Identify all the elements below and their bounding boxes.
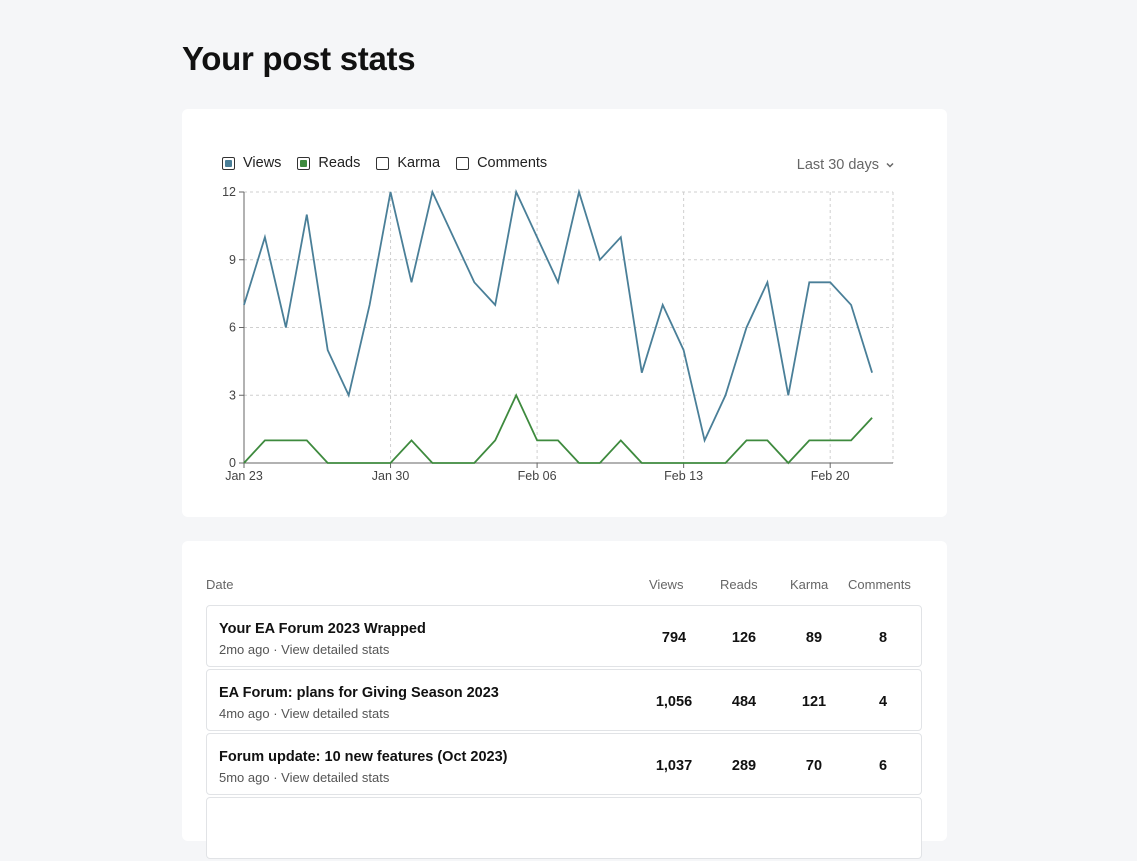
table-row[interactable]: Forum update: 10 new features (Oct 2023)… [206,733,922,795]
y-tick-label: 3 [229,388,236,402]
stats-chart-card: Views Reads Karma Comments Last 30 days … [182,109,947,517]
views-checkbox[interactable] [222,156,235,170]
x-tick-label: Feb 13 [664,469,703,483]
header-date[interactable]: Date [206,577,234,592]
table-header: Date Views Reads Karma Comments [206,577,923,595]
header-reads[interactable]: Reads [720,577,758,592]
date-range-label: Last 30 days [796,157,879,173]
header-views[interactable]: Views [649,577,684,592]
series-line-reads [243,393,873,465]
legend-label: Karma [397,155,441,171]
header-karma[interactable]: Karma [790,577,829,592]
series-line-views [243,188,873,444]
table-row[interactable]: EA Forum: plans for Giving Season 2023 4… [206,669,922,731]
post-age: 2mo ago [219,642,270,657]
y-tick-label: 9 [229,253,236,267]
view-detailed-stats-link[interactable]: View detailed stats [281,706,390,721]
table-row[interactable]: Your EA Forum 2023 Wrapped 2mo ago · Vie… [206,605,922,667]
x-tick-label: Feb 20 [811,469,850,483]
legend-toggle-views[interactable]: Views [222,155,281,171]
line-chart: 0 3 6 9 12 Jan 23 Jan 30 Feb 06 Feb 13 Feb 20 [222,185,894,483]
post-title[interactable]: EA Forum: plans for Giving Season 2023 [219,685,499,701]
table-row[interactable] [206,797,922,859]
page-title: Your post stats [182,40,416,77]
legend-label: Views [243,155,282,171]
reads-checkbox[interactable] [297,156,311,170]
reads-cell: 289 [731,758,757,774]
post-age: 5mo ago [219,770,270,785]
legend-toggle-karma[interactable]: Karma [376,155,440,171]
views-cell: 1,056 [655,694,693,710]
legend-toggle-comments[interactable]: Comments [456,155,547,171]
x-tick-label: Jan 30 [372,469,410,483]
x-tick-label: Feb 06 [518,469,557,483]
y-tick-label: 12 [222,185,236,199]
post-title[interactable]: Forum update: 10 new features (Oct 2023) [219,749,508,765]
post-meta: 5mo ago · View detailed stats [219,770,390,785]
karma-cell: 89 [805,630,823,646]
header-comments[interactable]: Comments [848,577,911,592]
comments-cell: 4 [878,694,888,710]
post-stats-table: Date Views Reads Karma Comments Your EA … [182,541,947,859]
date-range-select[interactable]: Last 30 days [797,157,895,173]
post-age: 4mo ago [219,706,270,721]
reads-cell: 484 [731,694,757,710]
y-tick-label: 0 [229,456,236,470]
post-meta: 4mo ago · View detailed stats [219,706,390,721]
view-detailed-stats-link[interactable]: View detailed stats [281,642,390,657]
chart-legend: Views Reads Karma Comments [222,155,563,171]
comments-cell: 6 [878,758,888,774]
karma-checkbox[interactable] [376,156,390,170]
chevron-down-icon [886,162,894,168]
karma-cell: 121 [801,694,827,710]
post-title[interactable]: Your EA Forum 2023 Wrapped [219,621,426,637]
table-rows: Your EA Forum 2023 Wrapped 2mo ago · Vie… [206,605,922,861]
legend-toggle-reads[interactable]: Reads [297,155,360,171]
reads-cell: 126 [731,630,757,646]
karma-cell: 70 [805,758,823,774]
view-detailed-stats-link[interactable]: View detailed stats [281,770,390,785]
post-meta: 2mo ago · View detailed stats [219,642,390,657]
views-cell: 794 [661,630,687,646]
legend-label: Reads [318,155,361,171]
x-tick-label: Jan 23 [225,469,263,483]
views-cell: 1,037 [655,758,693,774]
y-tick-label: 6 [229,321,236,335]
comments-cell: 8 [878,630,888,646]
legend-label: Comments [477,155,548,171]
comments-checkbox[interactable] [456,156,470,170]
